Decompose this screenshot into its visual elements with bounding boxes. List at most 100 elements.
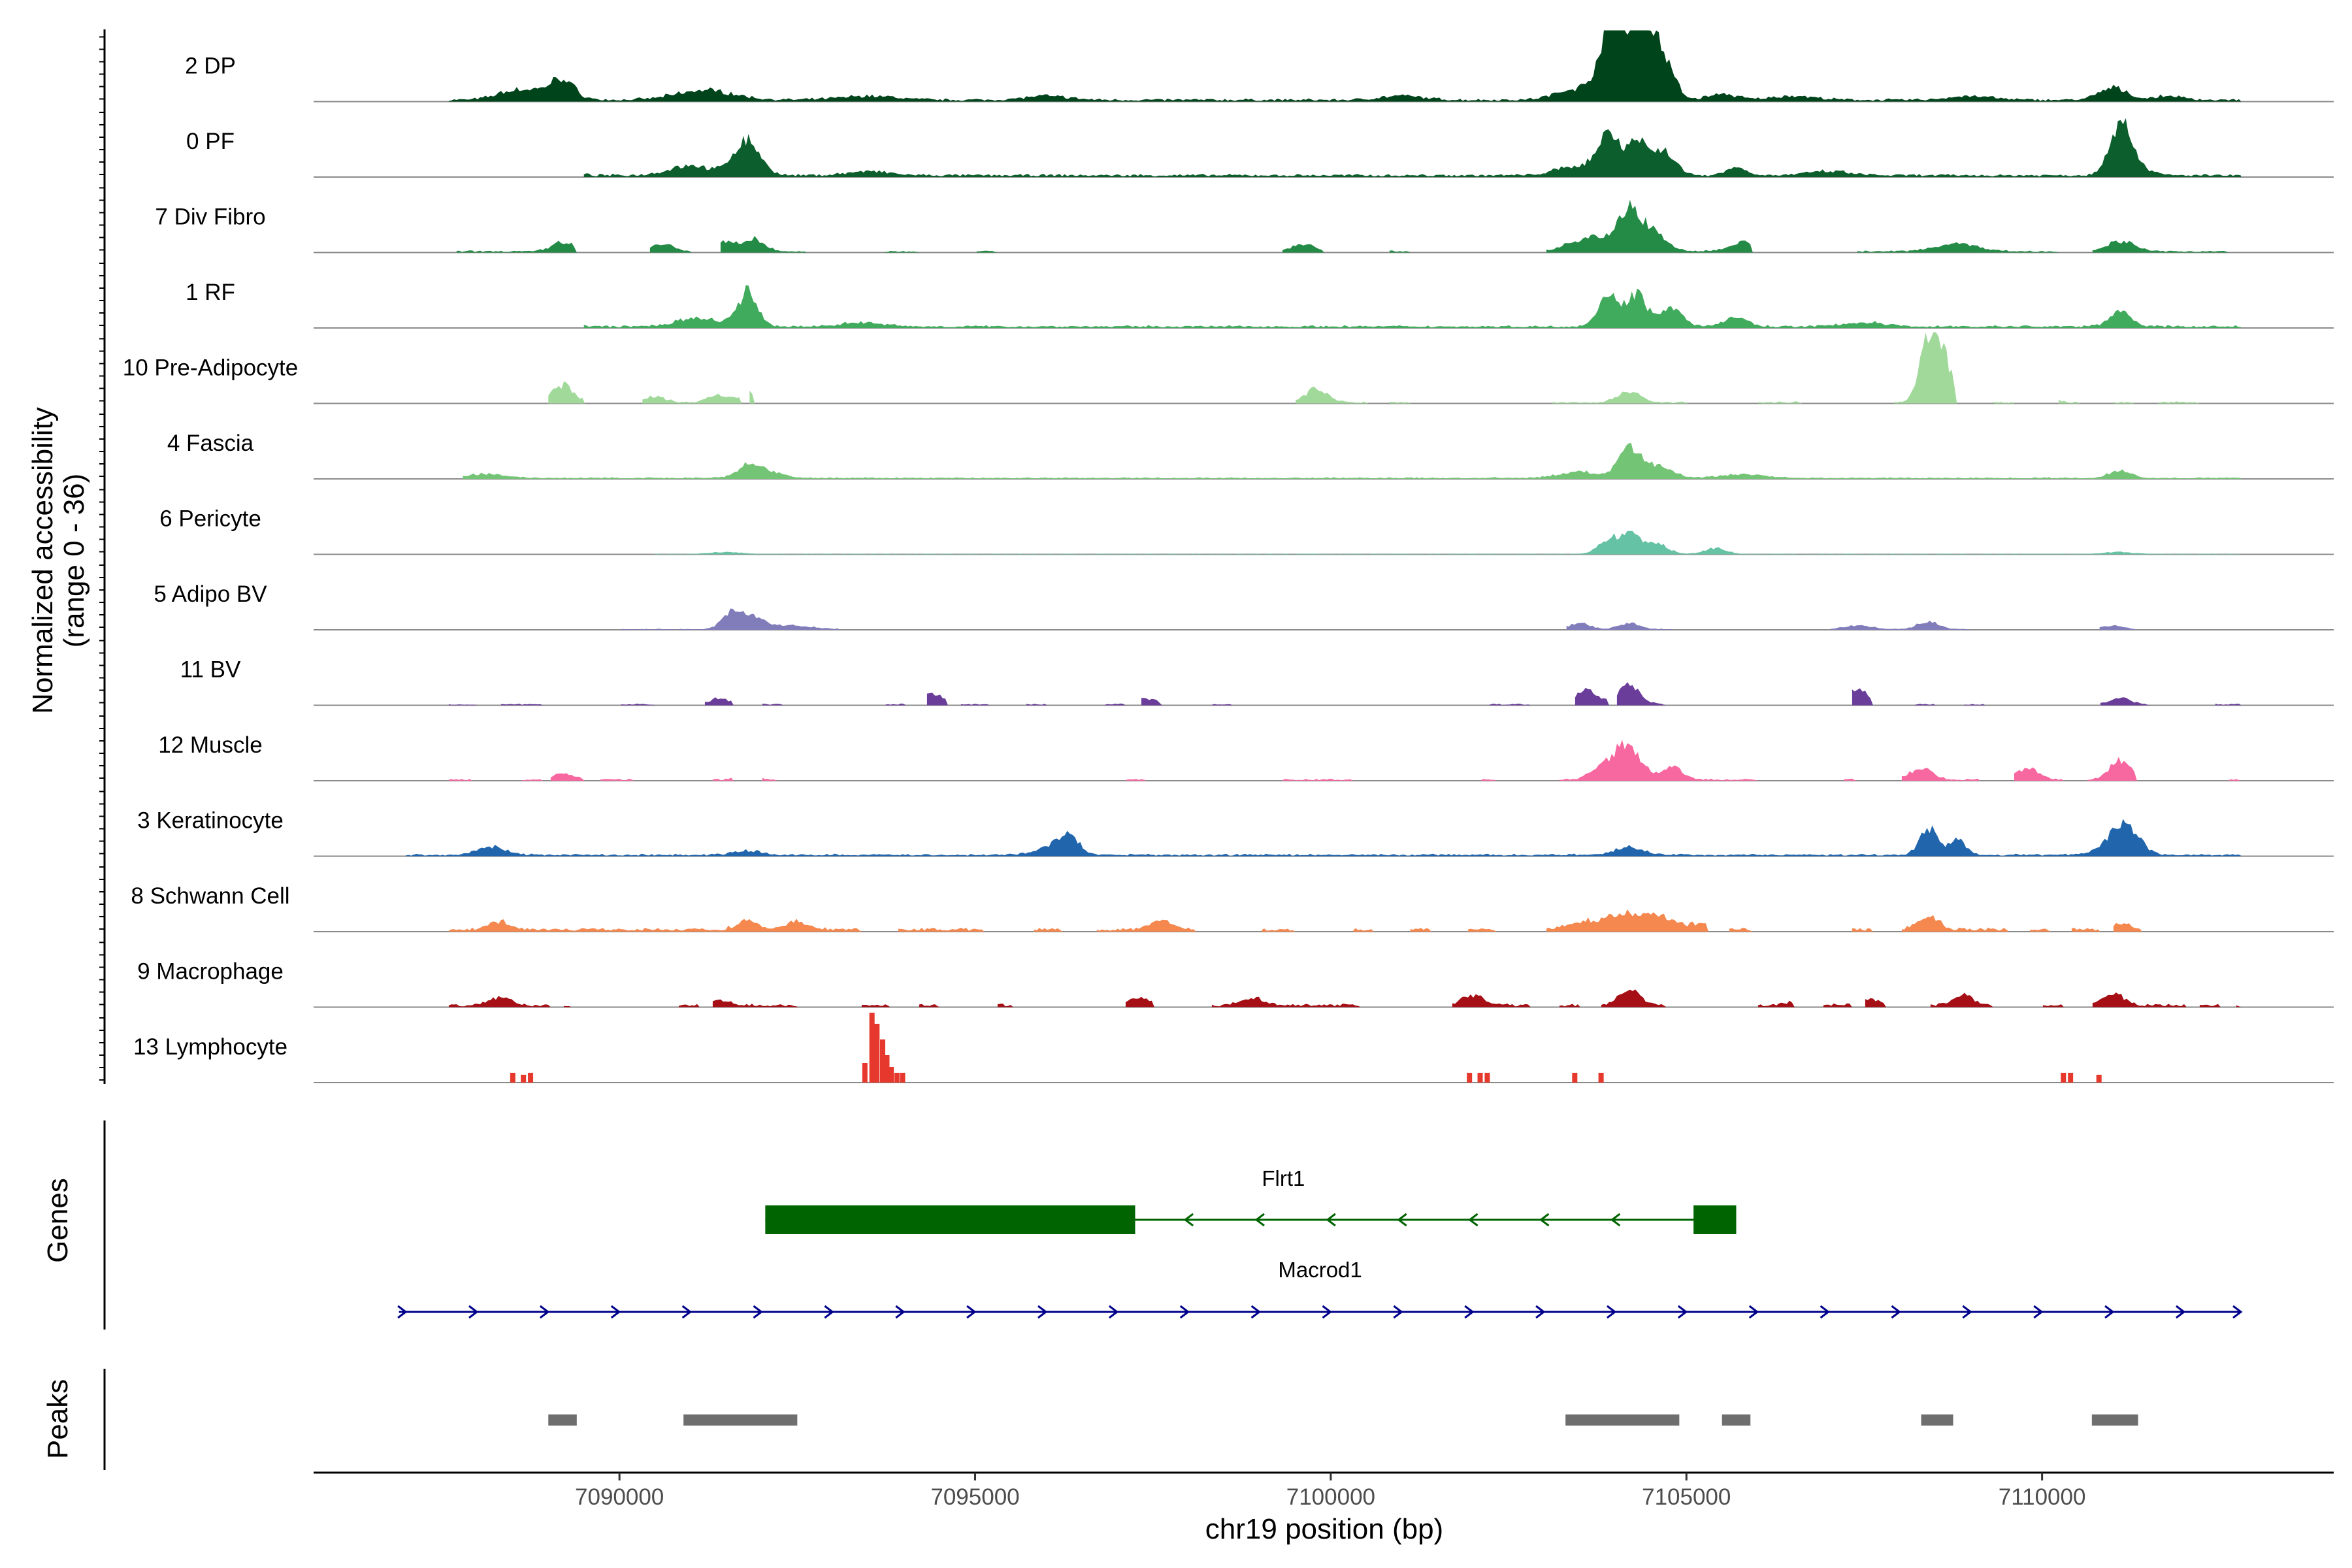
strand-arrow: [681, 1305, 693, 1319]
strand-arrow: [1322, 1305, 1332, 1319]
track-5-adipo-bv: 5 Adipo BV: [99, 564, 2334, 630]
peak-region: [1722, 1414, 1751, 1426]
x-tick-label: 7105000: [1642, 1484, 1731, 1510]
coverage-tracks: 2 DP 0 PF 7 Div Fibro 1 RF 10 Pre-Adipocyte 4…: [99, 29, 2334, 1084]
strand-arrow: [2176, 1305, 2186, 1319]
x-tick-label: 7095000: [930, 1484, 1019, 1510]
track-label: 10 Pre-Adipocyte: [123, 355, 298, 381]
strand-arrow: [1539, 1213, 1550, 1227]
strand-arrow: [1397, 1213, 1407, 1227]
track-label: 5 Adipo BV: [154, 581, 267, 607]
track-2-dp: 2 DP: [99, 30, 2334, 103]
coverage-area: [448, 30, 2242, 102]
strand-arrow: [1179, 1305, 1190, 1319]
strand-arrow: [1254, 1213, 1265, 1227]
gene-flrt1: Flrt1: [765, 1166, 1737, 1234]
strand-arrow: [2033, 1305, 2044, 1319]
x-axis: 7090000 7095000 7100000 7105000 7110000: [314, 1471, 2334, 1510]
strand-arrow: [468, 1305, 479, 1319]
strand-arrow: [1820, 1305, 1831, 1319]
coverage-area: [448, 909, 2142, 932]
strand-arrow: [1326, 1213, 1336, 1227]
track-4-fascia: 4 Fascia: [99, 414, 2334, 480]
track-0-pf: 0 PF: [99, 112, 2334, 178]
track-12-muscle: 12 Muscle: [99, 715, 2334, 781]
track-6-pericyte: 6 Pericyte: [99, 489, 2334, 555]
coverage-bar: [1467, 1073, 1473, 1083]
track-label: 1 RF: [186, 280, 235, 305]
track-7-div-fibro: 7 Div Fibro: [99, 187, 2334, 253]
track-3-keratinocyte: 3 Keratinocyte: [99, 791, 2334, 857]
peak-region: [1921, 1414, 1953, 1426]
peak-region: [683, 1414, 798, 1426]
track-label: 3 Keratinocyte: [137, 808, 284, 834]
coverage-area: [620, 608, 2136, 630]
coverage-area: [548, 332, 2200, 404]
coverage-area: [448, 682, 2242, 706]
strand-arrow: [1037, 1305, 1048, 1319]
coverage-bar: [1484, 1073, 1490, 1083]
strand-arrow: [1748, 1305, 1759, 1319]
gene-macrod1: Macrod1: [397, 1258, 2243, 1319]
track-10-pre-adipocyte: 10 Pre-Adipocyte: [99, 332, 2334, 404]
strand-arrow: [824, 1305, 834, 1319]
strand-arrow: [1677, 1305, 1688, 1319]
track-label: 0 PF: [186, 129, 235, 154]
coverage-area: [456, 199, 2229, 253]
strand-arrow: [1464, 1305, 1475, 1319]
x-tick-label: 7110000: [1999, 1484, 2086, 1510]
gene-label: Macrod1: [1278, 1258, 1362, 1282]
genes-panel: Flrt1 Macrod1: [103, 1120, 2243, 1330]
gene-exon: [1693, 1205, 1737, 1234]
coverage-bar: [521, 1075, 527, 1083]
peak-region: [548, 1414, 577, 1426]
track-label: 9 Macrophage: [137, 959, 284, 985]
track-8-schwann-cell: 8 Schwann Cell: [99, 866, 2334, 932]
gene-exon: [765, 1205, 1135, 1234]
strand-arrow: [2232, 1305, 2243, 1319]
peaks-panel-label: Peaks: [42, 1379, 74, 1459]
strand-arrow: [1891, 1305, 1901, 1319]
genes-panel-label: Genes: [42, 1178, 74, 1263]
coverage-bar: [874, 1024, 880, 1083]
coverage-bar: [894, 1073, 900, 1083]
strand-arrow: [753, 1305, 763, 1319]
y-axis-title-line2: (range 0 - 36): [58, 474, 90, 648]
strand-arrow: [1468, 1213, 1478, 1227]
coverage-bar: [889, 1067, 894, 1083]
strand-arrow: [1108, 1305, 1119, 1319]
strand-arrow: [610, 1305, 621, 1319]
peak-region: [2091, 1414, 2138, 1426]
track-label: 8 Schwann Cell: [131, 883, 289, 909]
x-tick-label: 7090000: [575, 1484, 664, 1510]
strand-arrow: [1393, 1305, 1403, 1319]
strand-arrow: [1607, 1305, 1617, 1319]
coverage-area: [406, 819, 2242, 857]
coverage-area: [583, 118, 2242, 177]
coverage-area: [463, 442, 2242, 479]
coverage-bar: [2061, 1073, 2066, 1083]
coverage-bar: [879, 1039, 885, 1083]
peak-region: [1565, 1414, 1680, 1426]
track-11-bv: 11 BV: [99, 640, 2334, 706]
strand-arrow: [397, 1305, 408, 1319]
strand-arrow: [2104, 1305, 2115, 1319]
coverage-area: [655, 531, 2242, 555]
coverage-bar: [1572, 1073, 1578, 1083]
coverage-bar: [1477, 1073, 1483, 1083]
peaks-panel: [103, 1369, 2138, 1470]
track-label: 11 BV: [180, 657, 241, 683]
coverage-bar: [869, 1013, 875, 1083]
y-axis-title-line1: Normalized accessibility: [27, 407, 59, 713]
coverage-bar: [1598, 1073, 1604, 1083]
x-axis-title: chr19 position (bp): [1205, 1513, 1443, 1545]
coverage-area: [583, 285, 2242, 328]
coverage-bar: [900, 1073, 906, 1083]
coverage-bar: [528, 1073, 534, 1083]
track-1-rf: 1 RF: [99, 263, 2334, 329]
y-axis-title: Normalized accessibility (range 0 - 36): [27, 407, 90, 713]
track-label: 4 Fascia: [167, 431, 254, 456]
track-label: 13 Lymphocyte: [133, 1034, 287, 1060]
strand-arrow: [1250, 1305, 1262, 1319]
